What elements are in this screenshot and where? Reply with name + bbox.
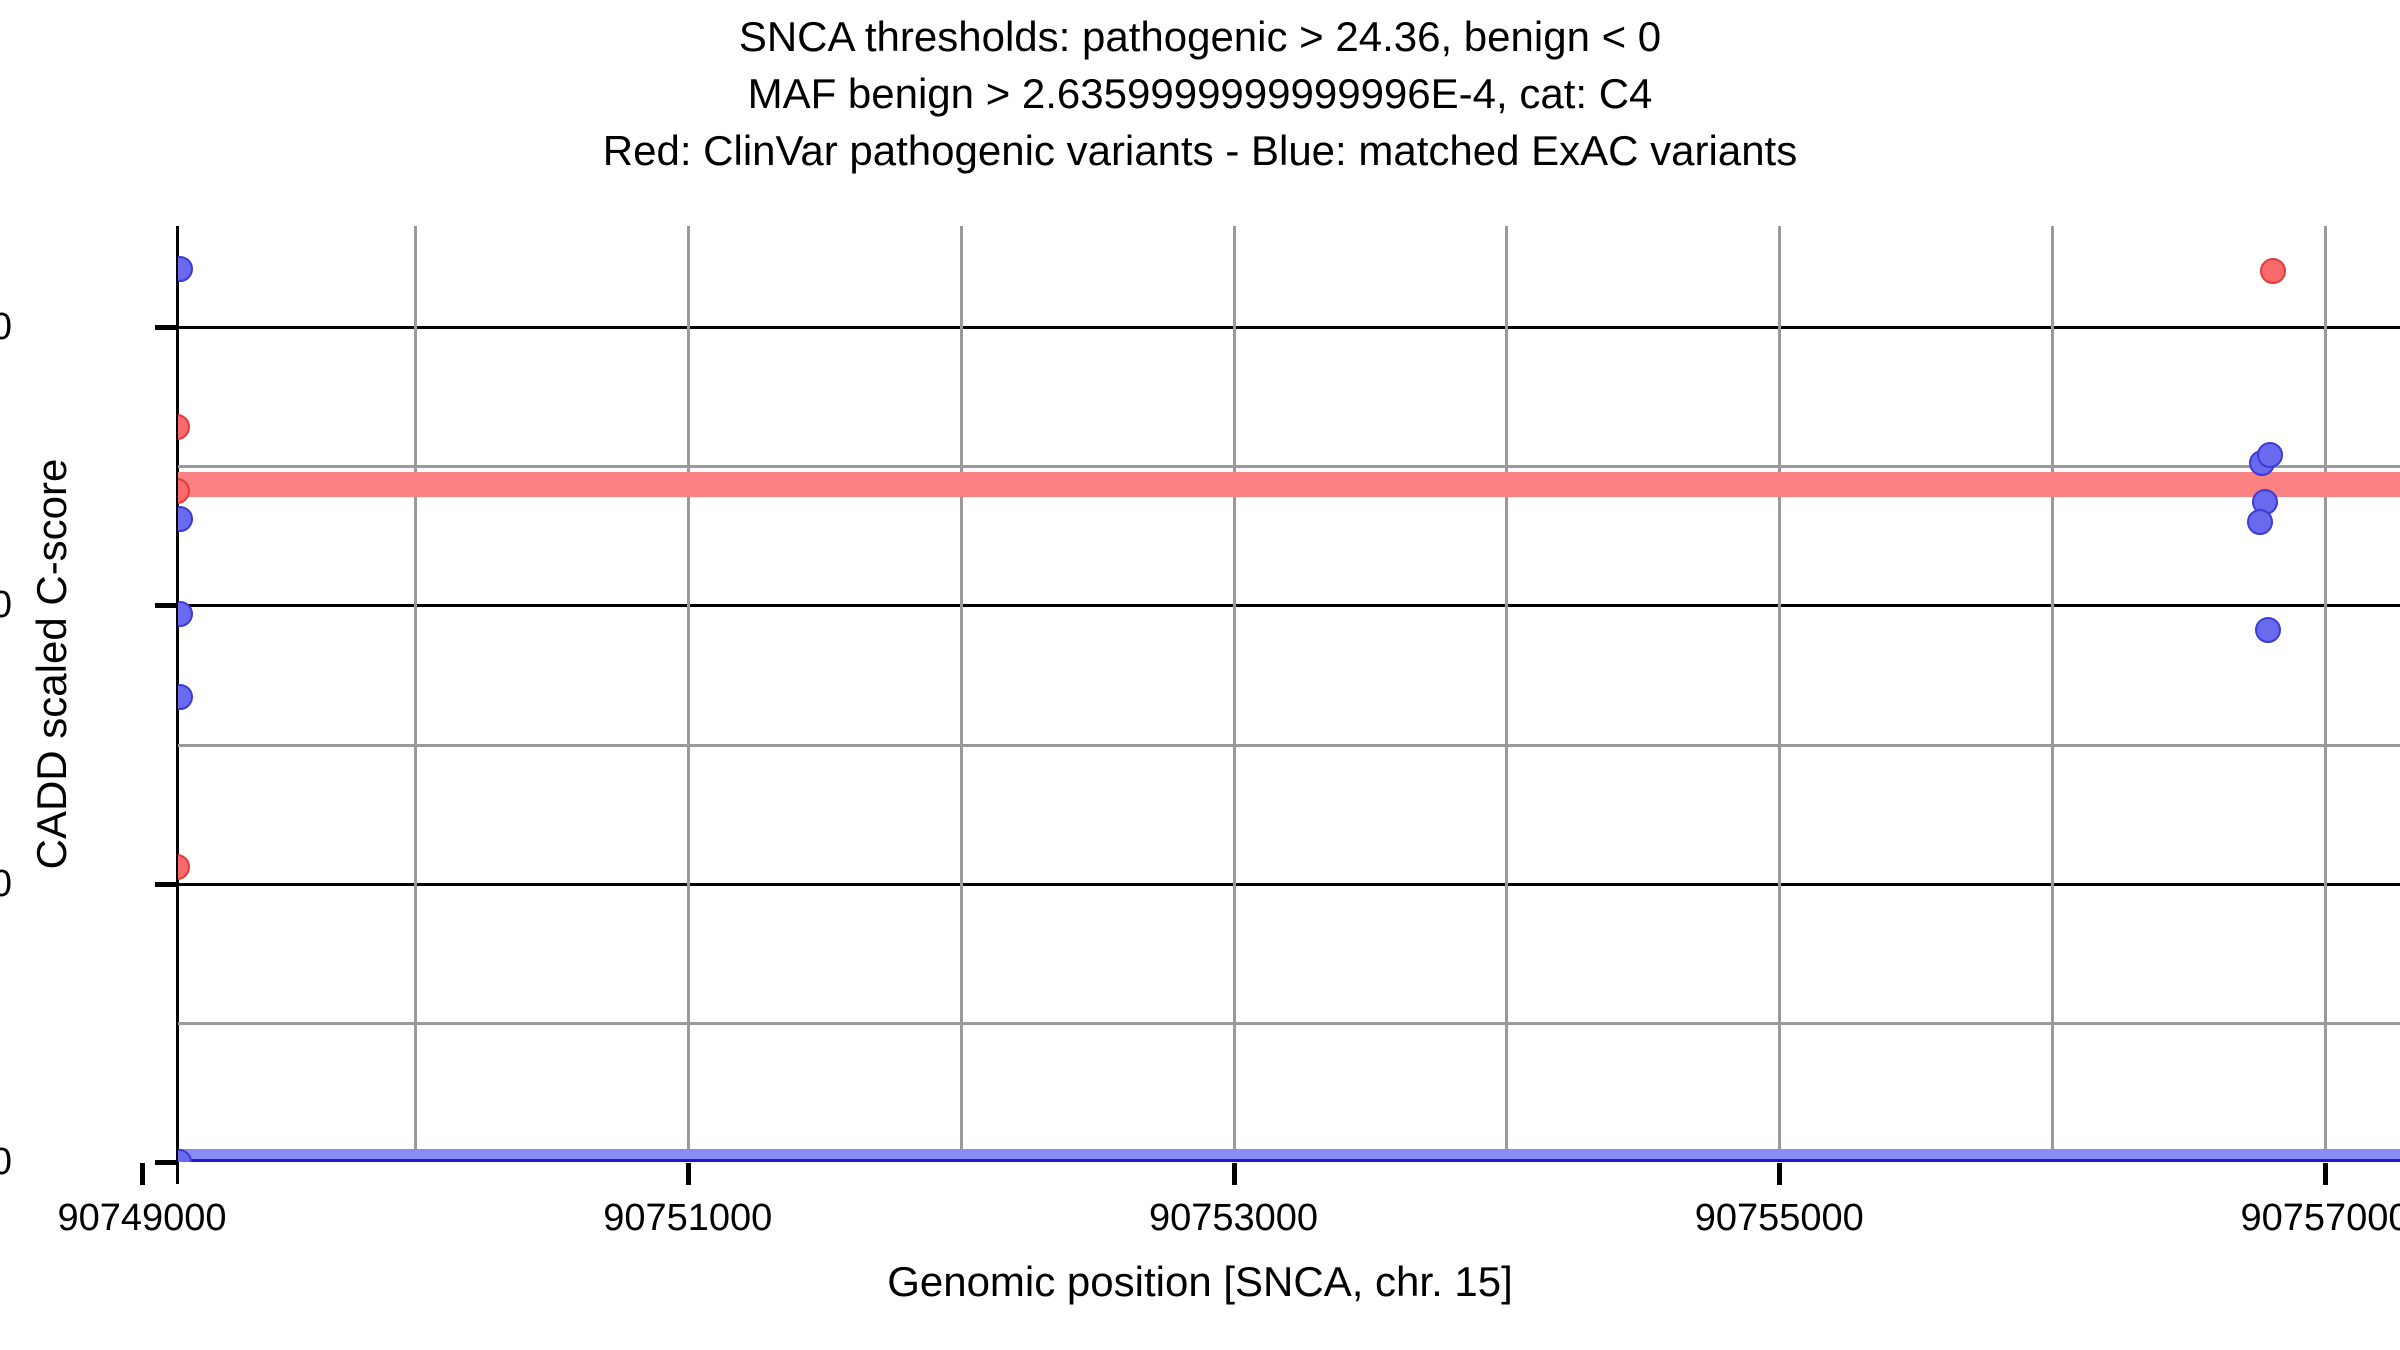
chart-title: SNCA thresholds: pathogenic > 24.36, ben… [0, 8, 2400, 179]
data-point [178, 853, 191, 880]
data-point [178, 684, 194, 711]
gridline-v-90757000 [2324, 226, 2327, 1162]
y-tick-label-10: 10 [0, 862, 12, 905]
x-tick-label-90751000: 90751000 [603, 1197, 773, 1239]
title-line-3: Red: ClinVar pathogenic variants - Blue:… [602, 127, 1798, 174]
gridline-v-90756000 [2051, 226, 2055, 1162]
plot-area [178, 226, 2400, 1162]
x-tick-90753000 [1231, 1163, 1237, 1185]
y-tick-0 [155, 1160, 177, 1165]
x-tick-label-90757000: 90757000 [2240, 1197, 2400, 1239]
gridline-v-90755000 [1778, 226, 1782, 1162]
gridline-h-30 [178, 326, 2400, 329]
data-point [178, 506, 194, 533]
x-tick-90757000 [2323, 1163, 2328, 1185]
y-tick-label-30: 30 [0, 306, 12, 348]
y-tick-20 [155, 603, 177, 609]
gridline-h-25 [178, 465, 2400, 469]
gridline-v-90753000 [1232, 226, 1236, 1162]
x-tick-90749000 [140, 1163, 145, 1185]
data-point [178, 414, 191, 441]
gridline-h-20 [178, 604, 2400, 608]
x-tick-label-90753000: 90753000 [1148, 1197, 1319, 1239]
data-point [2257, 442, 2284, 469]
title-line-1: SNCA thresholds: pathogenic > 24.36, ben… [738, 13, 1662, 60]
data-point [178, 255, 194, 282]
pathogenic-threshold-band [178, 471, 2400, 497]
data-point [2260, 258, 2287, 285]
title-line-2: MAF benign > 2.6359999999999996E-4, cat:… [747, 70, 1653, 117]
gridline-h-10 [178, 882, 2400, 886]
plot-clip [178, 226, 2400, 1162]
y-tick-30 [155, 325, 177, 330]
y-tick-10 [155, 881, 177, 887]
x-tick-90751000 [685, 1163, 691, 1185]
benign-threshold-band [178, 1149, 2400, 1162]
y-axis-label: CADD scaled C-score [28, 458, 75, 870]
y-tick-label-20: 20 [0, 584, 12, 627]
x-axis-label: Genomic position [SNCA, chr. 15] [887, 1258, 1513, 1305]
data-point [2246, 508, 2273, 535]
gridline-v-90754000 [1505, 226, 1509, 1162]
data-point [2254, 617, 2281, 644]
gridline-v-90750000 [413, 226, 417, 1162]
gridline-v-90752000 [959, 226, 963, 1162]
y-tick-label-0: 0 [0, 1141, 12, 1183]
x-tick-label-90749000: 90749000 [57, 1197, 227, 1239]
gridline-h-5 [178, 1021, 2400, 1025]
x-tick-90755000 [1777, 1163, 1783, 1185]
gridline-h-15 [178, 743, 2400, 747]
benign-threshold-line [178, 1159, 2400, 1162]
gridline-v-90751000 [686, 226, 690, 1162]
x-tick-label-90755000: 90755000 [1694, 1197, 1864, 1239]
